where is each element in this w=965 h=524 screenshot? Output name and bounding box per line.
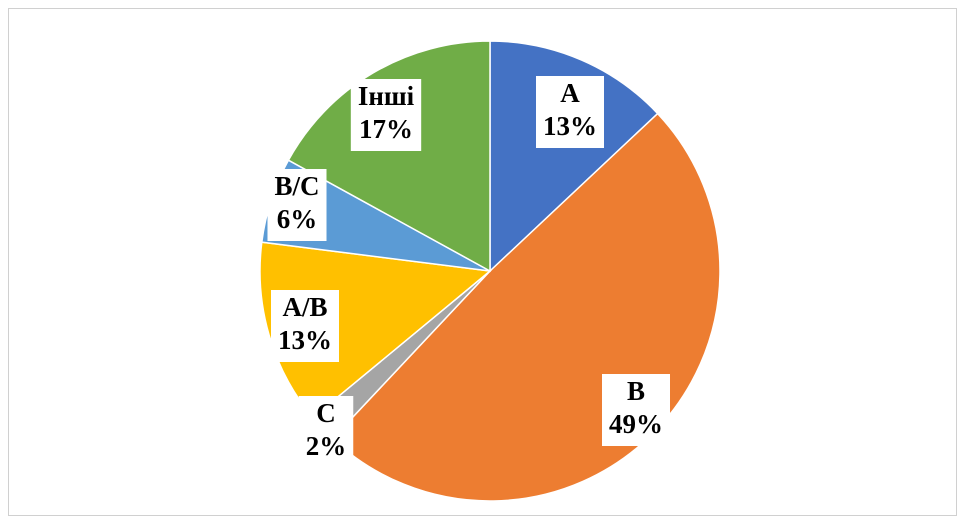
data-label: A13% <box>536 76 604 148</box>
label-box <box>536 76 604 148</box>
label-box <box>298 396 354 468</box>
data-label: B/C6% <box>267 169 327 241</box>
label-box <box>602 374 670 446</box>
category-label: A/B <box>282 292 327 322</box>
value-label: 2% <box>306 431 347 461</box>
value-label: 13% <box>278 325 332 355</box>
label-box <box>271 290 339 362</box>
data-label: C2% <box>298 396 354 468</box>
category-label: Інші <box>358 81 415 111</box>
label-box <box>267 169 327 241</box>
value-label: 13% <box>543 111 597 141</box>
value-label: 49% <box>609 409 663 439</box>
data-label: A/B13% <box>271 290 339 362</box>
category-label: A <box>560 78 580 108</box>
category-label: B/C <box>274 171 319 201</box>
label-box <box>350 79 422 151</box>
value-label: 6% <box>277 204 318 234</box>
data-label: B49% <box>602 374 670 446</box>
pie-slice <box>489 40 659 273</box>
value-label: 17% <box>359 114 413 144</box>
pie-slice <box>287 40 491 273</box>
category-label: B <box>627 376 645 406</box>
category-label: C <box>316 398 336 428</box>
